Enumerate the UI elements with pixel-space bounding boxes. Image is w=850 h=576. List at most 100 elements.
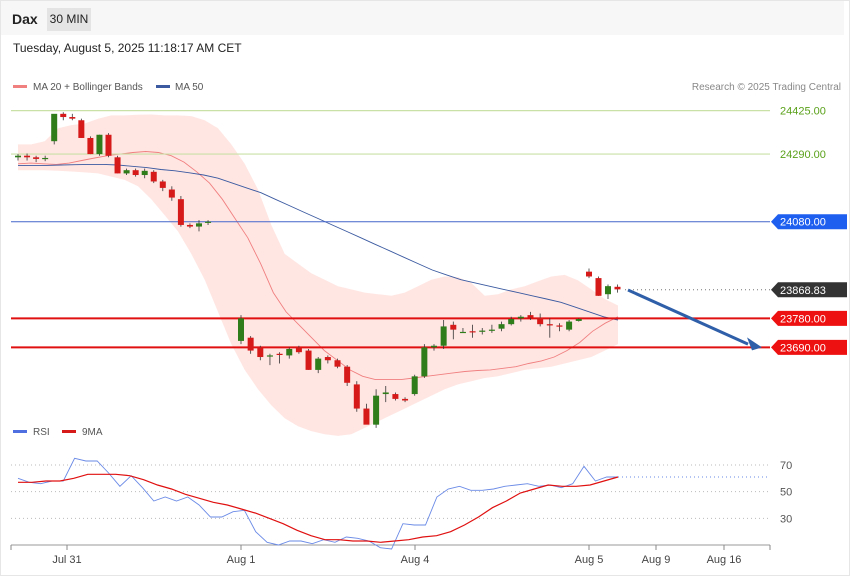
x-tick-label-1: Aug 1	[227, 554, 256, 566]
rsi-tick-50: 50	[780, 487, 792, 499]
candle-body-30	[315, 358, 322, 370]
levels-layer: 24425.00 24290.00 24080.00 23868.83 23780.00…	[11, 106, 847, 355]
level-label-4: 23780.00	[780, 313, 826, 325]
time-axis: Jul 31 Aug 1 Aug 4 Aug 5 Aug 9 Aug 16	[10, 545, 771, 566]
ma50-legend-label: MA 50	[175, 82, 204, 93]
target-arrow-head	[747, 337, 762, 351]
credit-label: Research © 2025 Trading Central	[692, 82, 841, 93]
candle-body-23	[247, 337, 254, 351]
candle-body-29	[305, 350, 312, 370]
candle-body-10	[105, 134, 112, 156]
candle-body-36	[373, 395, 380, 425]
level-tag-5	[771, 339, 847, 355]
ma50-legend-swatch	[156, 85, 170, 88]
rsi-tick-70: 70	[780, 460, 792, 472]
rsi-panel: 70 50 30	[11, 457, 792, 550]
candle-body-41	[421, 347, 428, 377]
rsi-legend-label: RSI	[33, 427, 50, 438]
candle-body-1	[24, 155, 31, 158]
candle-body-43	[440, 326, 447, 346]
bollinger-layer	[18, 114, 618, 436]
candle-body-47	[479, 330, 486, 332]
target-arrow-layer	[627, 288, 762, 351]
level-label-0: 24425.00	[780, 106, 826, 118]
rsi-ma-legend-label: 9MA	[82, 427, 103, 438]
candle-body-60	[605, 286, 611, 295]
candle-body-45	[459, 331, 466, 334]
candle-body-48	[488, 329, 495, 331]
ma20-legend-swatch	[13, 85, 27, 88]
candle-body-14	[141, 170, 148, 176]
candle-body-42	[431, 345, 437, 348]
candle-body-49	[498, 324, 505, 329]
candle-body-50	[508, 319, 515, 325]
ma20-legend-label: MA 20 + Bollinger Bands	[33, 82, 143, 93]
candle-body-52	[527, 315, 534, 318]
candle-body-56	[566, 321, 573, 330]
candle-body-51	[517, 316, 524, 319]
candle-body-37	[382, 392, 389, 395]
candle-body-9	[96, 134, 103, 155]
candle-body-18	[177, 199, 184, 225]
x-tick-label-0: Jul 31	[52, 554, 81, 566]
rsi-series-0	[17, 457, 618, 550]
level-tag-3	[771, 282, 847, 298]
candle-body-17	[168, 189, 175, 198]
candle-body-5	[60, 113, 67, 118]
candle-body-38	[392, 394, 399, 399]
candle-body-26	[276, 353, 283, 355]
candle-body-11	[114, 157, 121, 174]
candle-body-8	[87, 137, 94, 155]
candle-body-22	[238, 318, 244, 341]
ticker-title: Dax	[12, 11, 38, 27]
candle-body-33	[344, 366, 351, 383]
level-label-3: 23868.83	[780, 285, 826, 297]
candle-body-6	[69, 117, 76, 119]
candle-body-28	[295, 347, 302, 353]
candle-body-3	[42, 157, 49, 160]
candle-body-4	[51, 113, 58, 142]
candle-body-57	[575, 319, 582, 321]
level-tag-2	[771, 214, 847, 230]
timeframe-button[interactable]: 30 MIN	[47, 8, 91, 31]
rsi-tick-30: 30	[780, 513, 792, 525]
candle-body-34	[353, 384, 360, 409]
candle-body-16	[159, 181, 166, 188]
candle-body-54	[546, 324, 553, 326]
candle-body-2	[33, 157, 40, 159]
candle-body-55	[556, 325, 563, 327]
x-tick-label-2: Aug 4	[401, 554, 430, 566]
rsi-ma-legend-swatch	[62, 430, 76, 433]
datetime-label: Tuesday, August 5, 2025 11:18:17 AM CET	[13, 41, 242, 55]
level-label-1: 24290.00	[780, 149, 826, 161]
candle-body-35	[363, 408, 370, 425]
candle-body-15	[150, 171, 157, 182]
candle-body-7	[78, 120, 85, 138]
candle-body-61	[614, 286, 621, 290]
x-tick-label-4: Aug 9	[642, 554, 671, 566]
candle-body-44	[450, 324, 457, 330]
x-tick-label-5: Aug 16	[707, 554, 742, 566]
candles-layer	[15, 112, 621, 428]
candle-body-59	[595, 278, 602, 296]
candle-body-20	[196, 223, 202, 227]
bollinger-band	[18, 114, 618, 436]
level-tag-4	[771, 310, 847, 326]
target-arrow-shaft	[627, 288, 749, 346]
candle-body-19	[186, 224, 193, 227]
candle-body-21	[205, 221, 212, 223]
candle-body-32	[334, 360, 341, 367]
title-bar: Dax 30 MIN	[1, 1, 844, 35]
candle-body-0	[15, 155, 21, 158]
candle-body-24	[257, 347, 264, 358]
candle-body-12	[123, 170, 130, 174]
candle-body-13	[132, 170, 139, 176]
candle-body-40	[411, 376, 418, 395]
level-label-2: 24080.00	[780, 217, 826, 229]
candle-body-53	[537, 317, 544, 325]
candle-body-31	[324, 357, 331, 361]
rsi-legend-swatch	[13, 430, 27, 433]
candle-body-25	[266, 355, 273, 357]
candle-body-58	[586, 271, 592, 277]
